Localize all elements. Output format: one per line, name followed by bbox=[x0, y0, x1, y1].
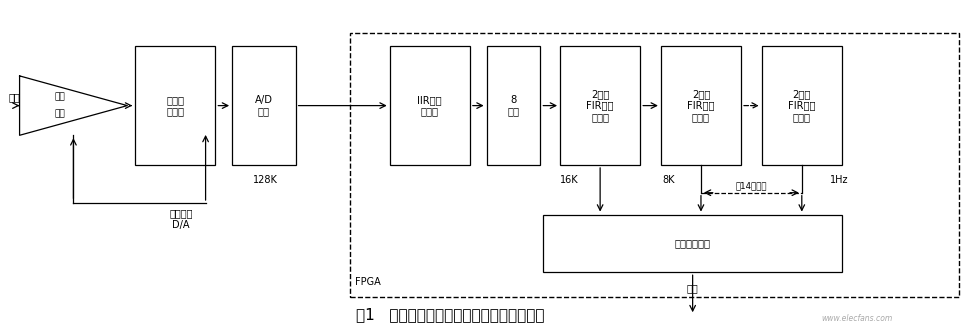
Text: 1Hz: 1Hz bbox=[829, 175, 848, 185]
Text: A/D
转换: A/D 转换 bbox=[254, 95, 273, 116]
Text: 放大: 放大 bbox=[55, 110, 66, 118]
Text: 共14级抽取: 共14级抽取 bbox=[734, 181, 767, 190]
Text: 抗混叠
滤波器: 抗混叠 滤波器 bbox=[166, 95, 184, 116]
Text: 输入: 输入 bbox=[9, 92, 21, 102]
Text: 信号: 信号 bbox=[55, 93, 66, 102]
Bar bbox=[660, 46, 740, 165]
Text: 16K: 16K bbox=[559, 175, 578, 185]
Text: 8
抽取: 8 抽取 bbox=[507, 95, 519, 116]
Bar bbox=[232, 46, 295, 165]
Text: 8K: 8K bbox=[662, 175, 675, 185]
Text: 2抽取
FIR半带
滤波器: 2抽取 FIR半带 滤波器 bbox=[687, 89, 714, 122]
Text: 128K: 128K bbox=[252, 175, 277, 185]
Bar bbox=[486, 46, 540, 165]
Text: 2抽取
FIR半带
滤波器: 2抽取 FIR半带 滤波器 bbox=[787, 89, 815, 122]
Text: FPGA: FPGA bbox=[355, 277, 380, 287]
Text: IIR数字
滤波器: IIR数字 滤波器 bbox=[417, 95, 442, 116]
Text: 2抽取
FIR半带
滤波器: 2抽取 FIR半带 滤波器 bbox=[586, 89, 613, 122]
Text: 图1   通用电压量信号采集模块电路原理框图: 图1 通用电压量信号采集模块电路原理框图 bbox=[356, 307, 544, 322]
Bar bbox=[389, 46, 469, 165]
Text: 偏置电压
D/A: 偏置电压 D/A bbox=[169, 209, 193, 230]
Bar bbox=[559, 46, 640, 165]
Bar bbox=[761, 46, 841, 165]
Text: www.elecfans.com: www.elecfans.com bbox=[821, 314, 891, 323]
Text: 输出: 输出 bbox=[686, 283, 698, 293]
Bar bbox=[135, 46, 215, 165]
Bar bbox=[543, 214, 841, 272]
Text: 数据选择输出: 数据选择输出 bbox=[674, 238, 710, 248]
Bar bbox=[350, 33, 958, 297]
